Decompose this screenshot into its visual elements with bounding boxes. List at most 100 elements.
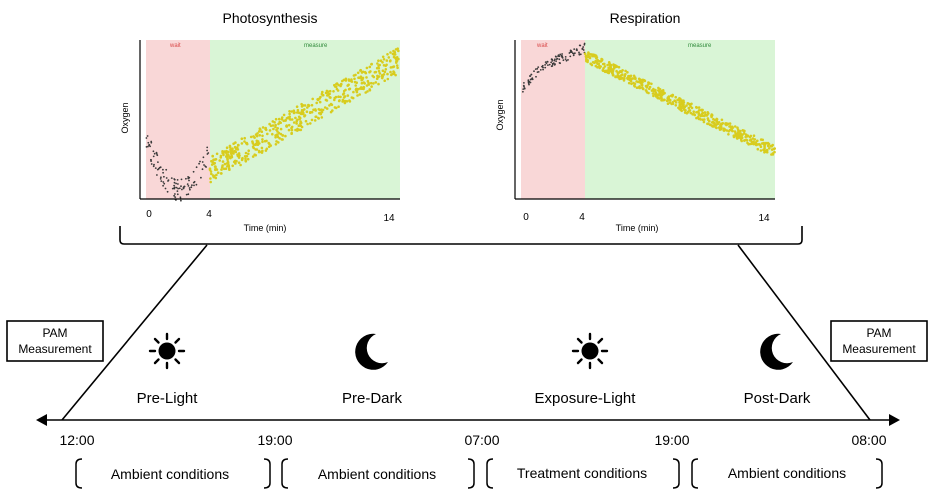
data-point bbox=[763, 150, 767, 153]
data-point bbox=[377, 64, 380, 68]
data-point bbox=[243, 136, 246, 140]
data-point bbox=[313, 119, 317, 122]
data-point bbox=[746, 141, 749, 145]
data-point bbox=[334, 85, 338, 88]
data-point bbox=[260, 130, 264, 133]
data-point bbox=[173, 184, 176, 187]
data-point bbox=[179, 196, 182, 199]
data-point bbox=[176, 190, 179, 193]
data-point bbox=[223, 162, 227, 166]
data-point bbox=[219, 172, 223, 175]
data-point bbox=[218, 159, 221, 162]
data-point bbox=[365, 66, 369, 70]
data-point bbox=[394, 73, 397, 77]
data-point bbox=[578, 44, 581, 47]
data-point bbox=[676, 98, 679, 102]
data-point bbox=[350, 96, 354, 99]
data-point bbox=[309, 122, 312, 125]
data-point bbox=[730, 127, 733, 131]
data-point bbox=[762, 141, 766, 145]
data-point bbox=[717, 126, 721, 129]
data-point bbox=[542, 68, 544, 71]
x-tick-label: 0 bbox=[146, 209, 152, 220]
data-point bbox=[389, 70, 392, 74]
data-point bbox=[587, 52, 591, 56]
data-point bbox=[177, 183, 179, 185]
data-point bbox=[638, 85, 641, 88]
data-point bbox=[559, 53, 562, 56]
data-point bbox=[295, 111, 299, 114]
condition-label: Ambient conditions bbox=[111, 466, 229, 482]
data-point bbox=[527, 79, 530, 82]
data-point bbox=[679, 98, 682, 101]
data-point bbox=[204, 165, 207, 168]
data-point bbox=[536, 67, 539, 70]
data-point bbox=[185, 177, 187, 180]
data-point bbox=[176, 193, 179, 196]
data-point bbox=[255, 148, 259, 151]
data-point bbox=[177, 187, 180, 190]
data-point bbox=[756, 143, 760, 146]
data-point bbox=[310, 103, 314, 107]
data-point bbox=[678, 104, 682, 107]
arrow-right-icon bbox=[889, 414, 900, 426]
data-point bbox=[279, 127, 283, 131]
data-point bbox=[610, 70, 613, 74]
data-point bbox=[690, 106, 694, 110]
data-point bbox=[164, 187, 167, 190]
data-point bbox=[312, 108, 315, 112]
data-point bbox=[557, 54, 560, 56]
condition-label: Ambient conditions bbox=[318, 466, 436, 482]
data-point bbox=[272, 127, 275, 131]
data-point bbox=[208, 167, 212, 170]
data-point bbox=[290, 132, 293, 135]
data-point bbox=[598, 60, 601, 63]
data-point bbox=[192, 181, 195, 184]
photosynthesis-plot: Photosynthesis wait measure Oxygen 0 4 1… bbox=[120, 10, 400, 233]
data-point bbox=[213, 165, 217, 168]
data-point bbox=[240, 137, 244, 140]
data-point bbox=[550, 58, 553, 61]
data-point bbox=[174, 193, 176, 195]
data-point bbox=[305, 110, 309, 113]
data-point bbox=[545, 62, 548, 65]
data-point bbox=[275, 133, 279, 136]
data-point bbox=[354, 73, 357, 77]
data-point bbox=[725, 129, 728, 132]
data-point bbox=[744, 133, 748, 136]
data-point bbox=[274, 123, 277, 127]
data-point bbox=[728, 125, 732, 128]
data-point bbox=[238, 154, 241, 157]
data-point bbox=[202, 156, 205, 159]
data-point bbox=[736, 128, 740, 131]
data-point bbox=[361, 76, 365, 80]
data-point bbox=[201, 168, 204, 171]
data-point bbox=[691, 113, 694, 116]
data-point bbox=[344, 88, 347, 92]
data-point bbox=[376, 62, 379, 65]
data-point bbox=[274, 125, 277, 129]
data-point bbox=[666, 99, 670, 102]
data-point bbox=[585, 59, 588, 63]
data-point bbox=[591, 53, 595, 56]
measure-phase-label: measure bbox=[304, 43, 328, 49]
data-point bbox=[713, 123, 716, 127]
data-point bbox=[328, 104, 331, 107]
data-point bbox=[206, 149, 209, 152]
data-point bbox=[209, 177, 212, 180]
data-point bbox=[300, 125, 304, 129]
data-point bbox=[246, 157, 250, 161]
data-point bbox=[387, 56, 391, 59]
data-point bbox=[253, 136, 256, 139]
data-point bbox=[236, 153, 239, 156]
data-point bbox=[343, 101, 347, 105]
data-point bbox=[286, 116, 290, 119]
data-point bbox=[211, 154, 214, 158]
x-axis-label: Time (min) bbox=[616, 223, 659, 233]
data-point bbox=[700, 109, 704, 112]
timeline-axis bbox=[36, 414, 900, 426]
data-point bbox=[395, 56, 399, 59]
data-point bbox=[235, 159, 238, 163]
data-point bbox=[522, 84, 525, 87]
